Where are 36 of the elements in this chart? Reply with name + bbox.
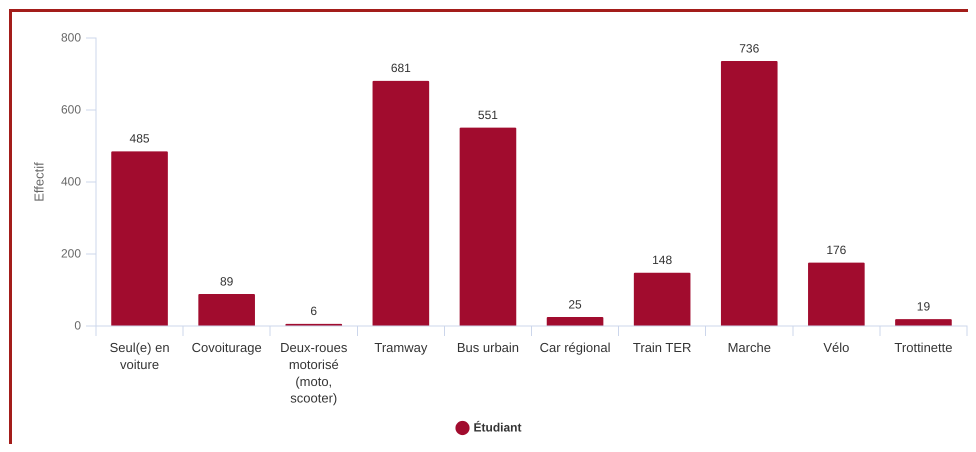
y-tick-label: 400 bbox=[60, 174, 82, 188]
bar bbox=[720, 61, 778, 326]
bar bbox=[808, 262, 865, 326]
y-tick-label: 0 bbox=[74, 318, 82, 332]
x-tick-label: Train TER bbox=[632, 340, 692, 356]
data-label: 19 bbox=[916, 299, 930, 314]
data-label: 736 bbox=[739, 41, 760, 56]
bar bbox=[895, 319, 952, 326]
bar bbox=[460, 128, 516, 326]
x-tick-label: Tramway bbox=[374, 340, 428, 356]
y-tick-label: 800 bbox=[60, 30, 82, 44]
x-tick-label: Bus urbain bbox=[456, 340, 520, 356]
bar bbox=[111, 151, 168, 326]
x-tick-label: Trottinette bbox=[894, 340, 952, 356]
data-label: 485 bbox=[130, 132, 150, 146]
x-tick-label: Car régional bbox=[540, 340, 611, 356]
legend-label: Étudiant bbox=[474, 420, 522, 434]
x-tick-label: Vélo bbox=[823, 340, 850, 356]
x-tick-label: Seul(e) en voiture bbox=[110, 340, 170, 372]
data-label: 89 bbox=[220, 274, 234, 288]
data-label: 148 bbox=[652, 253, 672, 268]
bar bbox=[198, 294, 255, 326]
y-axis-title: Effectif bbox=[31, 162, 46, 202]
data-label: 25 bbox=[568, 297, 582, 312]
y-tick-label: 600 bbox=[60, 102, 82, 116]
data-label: 176 bbox=[826, 242, 847, 257]
x-tick-label: Deux-roues motorisé (moto, scooter) bbox=[280, 340, 348, 406]
y-tick-label: 200 bbox=[60, 246, 82, 260]
data-label: 681 bbox=[390, 61, 412, 76]
x-tick-label: Marche bbox=[728, 340, 771, 356]
bar bbox=[372, 80, 430, 326]
bar bbox=[546, 317, 604, 326]
bar bbox=[634, 272, 690, 326]
data-label: 551 bbox=[478, 108, 498, 122]
data-label: 6 bbox=[310, 304, 318, 318]
x-tick-label: Covoiturage bbox=[192, 340, 262, 356]
